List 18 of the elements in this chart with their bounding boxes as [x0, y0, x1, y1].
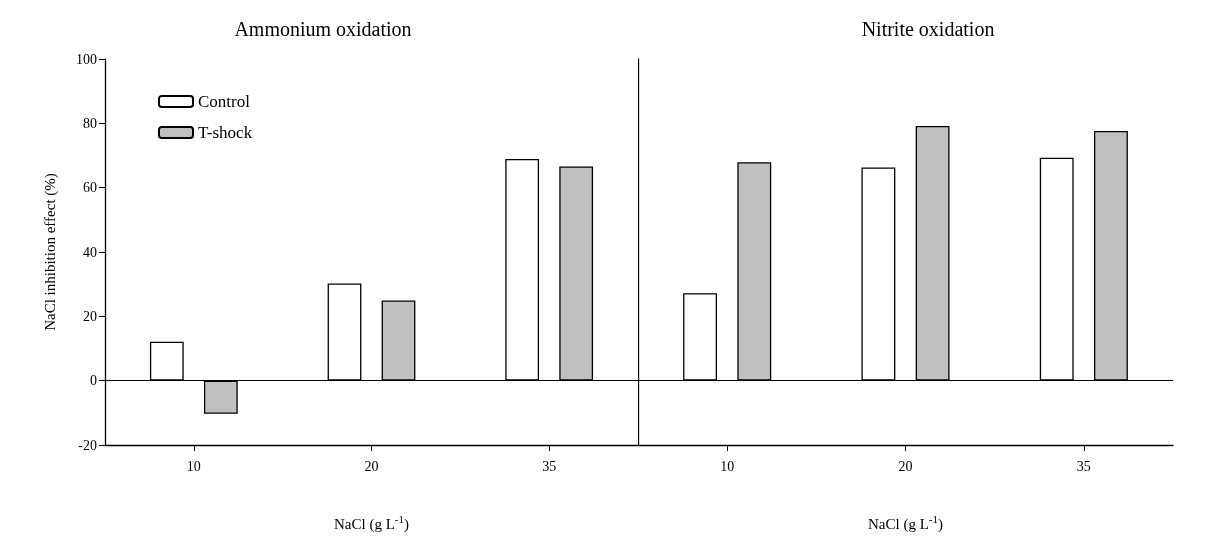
legend-label: Control [198, 92, 251, 111]
x-tick-label: 20 [898, 458, 913, 474]
x-tick-label: 20 [364, 458, 379, 474]
chart-title: Nitrite oxidation [861, 18, 995, 40]
x-tick-label: 35 [542, 458, 557, 474]
y-tick-label: 0 [90, 373, 97, 389]
y-tick-label: 20 [83, 308, 97, 324]
y-tick-label: 100 [76, 51, 97, 67]
legend-label: T-shock [198, 123, 253, 142]
y-tick-label: 60 [83, 180, 97, 196]
y-tick-label: 80 [83, 115, 97, 131]
y-tick-label: -20 [78, 437, 97, 453]
x-tick-label: 10 [720, 458, 735, 474]
y-tick-label: 40 [83, 244, 97, 260]
x-tick-label: 10 [186, 458, 201, 474]
x-tick-label: 35 [1076, 458, 1091, 474]
y-axis-title: NaCl inhibition effect (%) [41, 173, 59, 331]
chart-title: Ammonium oxidation [234, 18, 412, 40]
